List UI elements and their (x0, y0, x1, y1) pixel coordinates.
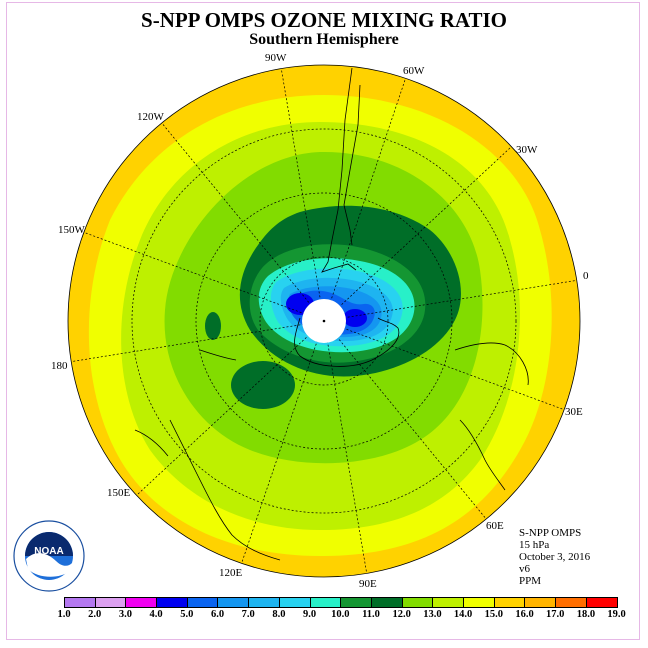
lon-label-30w: 30W (516, 144, 538, 156)
legend-tick-label: 3.0 (118, 609, 132, 620)
lon-label-150e: 150E (107, 487, 131, 499)
legend-ticks: 1.0 2.0 3.0 4.0 5.0 6.0 7.0 8.0 9.0 10.0 11.0 12.0 1… (52, 609, 625, 623)
legend-tick-label: 15.0 (484, 609, 503, 620)
lon-label-90w: 90W (265, 52, 287, 64)
legend-tick-label: 16.0 (515, 609, 534, 620)
legend-tick-label: 9.0 (303, 609, 317, 620)
legend-tick-label: 1.0 (57, 609, 71, 620)
info-date: October 3, 2016 (519, 551, 591, 563)
patch-10-11-b (205, 312, 221, 340)
legend-swatch (494, 598, 526, 607)
lon-label-60e: 60E (486, 520, 504, 532)
noaa-logo: NOAA (13, 520, 85, 592)
lon-label-180: 180 (51, 360, 68, 372)
legend-swatch (279, 598, 311, 607)
legend-swatch (187, 598, 219, 607)
legend-swatch (371, 598, 403, 607)
legend-tick-label: 4.0 (149, 609, 163, 620)
info-level: 15 hPa (519, 539, 550, 551)
map-boundary (67, 64, 581, 578)
legend-swatch (65, 598, 96, 607)
longitude-labels: 90W 60W 30W 0 30E 60E 90E 120E 150E 180 … (51, 52, 589, 590)
color-legend (64, 597, 619, 608)
legend-tick-label: 19.0 (607, 609, 626, 620)
legend-tick-label: 6.0 (210, 609, 225, 620)
patch-10-11-a (231, 361, 295, 409)
lon-label-120w: 120W (137, 111, 165, 123)
map-title: S-NPP OMPS OZONE MIXING RATIO (141, 8, 507, 32)
legend-tick-label: 14.0 (453, 609, 473, 620)
info-block: S-NPP OMPS 15 hPa October 3, 2016 v6 PPM (519, 527, 590, 587)
legend-swatch (249, 598, 280, 607)
legend-swatch (126, 598, 158, 607)
legend-tick-label: 5.0 (180, 609, 194, 620)
legend-tick-label: 2.0 (88, 609, 102, 620)
legend-swatch (433, 598, 464, 607)
lon-label-0: 0 (583, 270, 589, 282)
noaa-logo-text: NOAA (34, 546, 63, 557)
legend-swatch (556, 598, 587, 607)
legend-swatch (310, 598, 342, 607)
legend-swatch (402, 598, 434, 607)
patch-3-4-b (343, 309, 367, 327)
coastlines (134, 67, 529, 561)
legend-tick-label: 11.0 (362, 609, 380, 620)
legend-swatch (463, 598, 495, 607)
lon-label-60w: 60W (403, 65, 425, 77)
south-pole-marker (322, 319, 326, 323)
legend-swatch (586, 598, 618, 607)
map-subtitle: Southern Hemisphere (249, 31, 399, 48)
info-instrument: S-NPP OMPS (519, 527, 582, 539)
legend-tick-label: 8.0 (272, 609, 286, 620)
legend-tick-label: 18.0 (576, 609, 596, 620)
figure-frame (6, 2, 640, 640)
legend-tick-label: 12.0 (392, 609, 411, 620)
legend-swatch (341, 598, 372, 607)
lon-label-120e: 120E (219, 567, 243, 579)
legend-tick-label: 17.0 (546, 609, 565, 620)
lon-label-150w: 150W (58, 224, 86, 236)
legend-swatch (218, 598, 250, 607)
lon-label-90e: 90E (359, 578, 377, 590)
info-units: PPM (519, 575, 542, 587)
graticule (68, 66, 580, 576)
info-version: v6 (519, 563, 530, 575)
legend-tick-label: 10.0 (331, 609, 350, 620)
legend-swatch (157, 598, 188, 607)
legend-swatch (525, 598, 556, 607)
legend-tick-label: 13.0 (423, 609, 442, 620)
legend-tick-label: 7.0 (241, 609, 255, 620)
lon-label-30e: 30E (565, 406, 583, 418)
legend-swatch (95, 598, 127, 607)
